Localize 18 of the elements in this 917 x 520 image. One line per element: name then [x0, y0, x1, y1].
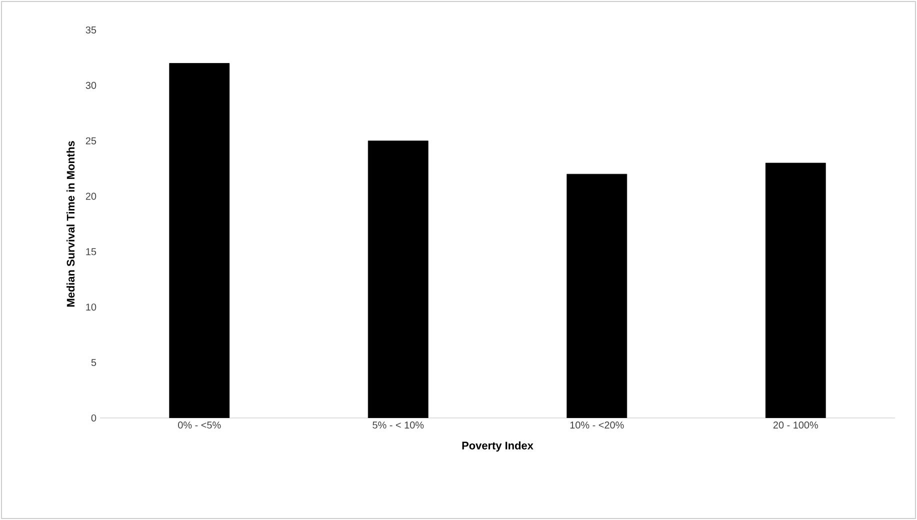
- x-tick-label: 10% - <20%: [570, 422, 624, 429]
- y-tick-label: 0: [91, 414, 96, 422]
- y-tick-label: 30: [86, 82, 96, 89]
- x-tick-label: 0% - <5%: [178, 422, 221, 429]
- x-axis-title: Poverty Index: [462, 441, 534, 452]
- bar: [566, 174, 628, 418]
- y-tick-label: 10: [86, 304, 96, 311]
- x-tick-label: 20 - 100%: [773, 422, 818, 429]
- y-tick-label: 20: [86, 192, 96, 200]
- y-tick-label: 35: [86, 26, 96, 34]
- bar: [169, 63, 230, 418]
- bar: [368, 140, 428, 418]
- x-tick-label: 5% - < 10%: [372, 422, 424, 429]
- y-tick-label: 5: [91, 359, 96, 366]
- y-tick-label: 15: [86, 248, 96, 256]
- y-tick-label: 25: [86, 137, 96, 144]
- y-axis-title: Median Survival Time in Months: [66, 141, 75, 307]
- bar: [765, 162, 826, 418]
